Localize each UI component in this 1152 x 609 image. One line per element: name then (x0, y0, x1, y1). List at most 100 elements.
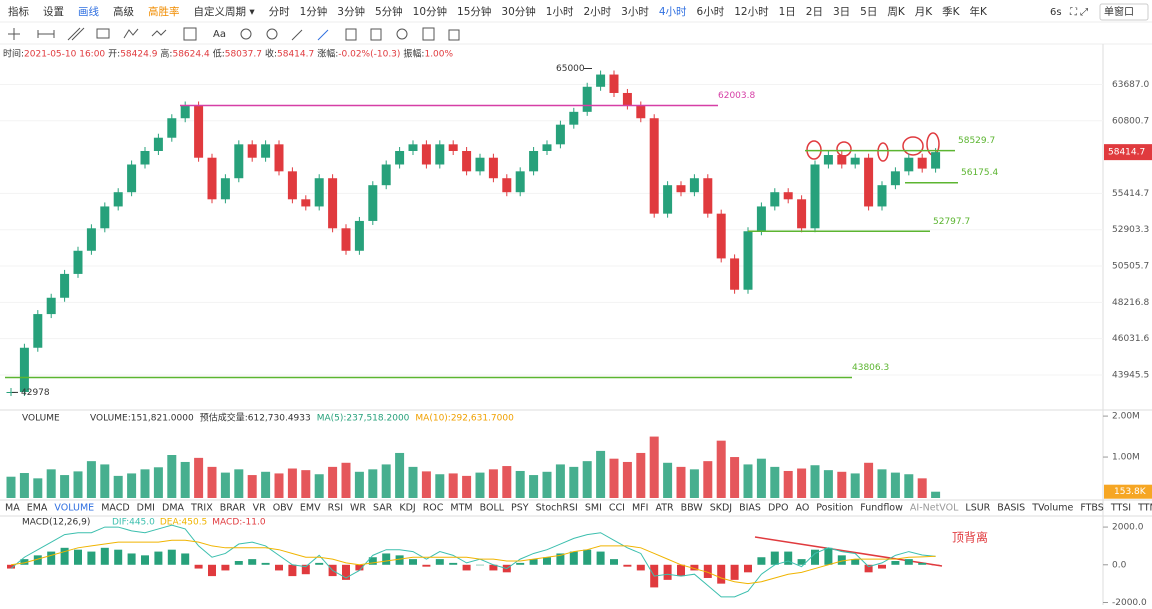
toolbar-item[interactable]: 3分钟 (337, 5, 365, 18)
indicator-tab[interactable]: VOLUME (54, 503, 94, 514)
note-tool[interactable] (422, 27, 435, 41)
toolbar-item[interactable]: 月K (915, 6, 933, 18)
indicator-tab[interactable]: ATR (655, 503, 674, 514)
indicator-tab[interactable]: DMA (162, 503, 185, 514)
magnet-tool[interactable] (240, 28, 252, 40)
indicator-tab[interactable]: BOLL (480, 503, 505, 514)
indicator-tab[interactable]: AI-NetVOL (910, 503, 959, 514)
lock-tool[interactable] (345, 28, 357, 41)
indicator-tab[interactable]: LSUR (965, 503, 990, 514)
y-tick-label: 60800.7 (1112, 116, 1149, 126)
hline-tool[interactable] (37, 30, 55, 38)
indicator-tab[interactable]: BBW (681, 503, 704, 514)
indicator-tab[interactable]: BRAR (220, 503, 246, 514)
crosshair-tool[interactable] (8, 28, 20, 40)
divergence-label: 顶背离 (952, 530, 988, 545)
toolbar-item[interactable]: 30分钟 (501, 5, 535, 18)
indicator-tab[interactable]: RSI (328, 503, 343, 514)
candle-body (716, 213, 726, 259)
indicator-tab[interactable]: MACD (101, 503, 129, 514)
indicator-tab[interactable]: AO (795, 503, 809, 514)
toolbar-item[interactable]: 12小时 (734, 6, 769, 18)
toolbar-item[interactable]: 15分钟 (457, 5, 491, 18)
toolbar-item[interactable]: 10分钟 (413, 5, 447, 18)
toolbar-item[interactable]: 2日 (806, 6, 823, 18)
measure-tool[interactable] (183, 27, 197, 41)
volume-bar (931, 491, 941, 498)
indicator-tab[interactable]: PSY (511, 503, 529, 514)
eraser-tool[interactable] (266, 28, 278, 40)
indicator-tab[interactable]: MA (5, 503, 20, 514)
trash-tool[interactable] (448, 29, 460, 41)
volume-bar (421, 471, 431, 498)
toolbar-item[interactable]: 年K (970, 5, 988, 18)
toolbar-item[interactable]: 5日 (860, 6, 877, 18)
toolbar-item[interactable]: 1分钟 (300, 5, 328, 18)
toolbar-item[interactable]: 设置 (43, 6, 64, 18)
indicator-tab[interactable]: MTM (450, 503, 472, 514)
indicator-tab[interactable]: BASIS (997, 503, 1025, 514)
volume-bar (194, 457, 204, 498)
toolbar-item[interactable]: 分时 (269, 6, 290, 18)
channel-tool[interactable] (67, 27, 85, 41)
indicator-tab[interactable]: Position (816, 503, 853, 514)
toolbar-item[interactable]: 1日 (779, 6, 796, 18)
volume-bar (676, 466, 686, 498)
toolbar-item[interactable]: 6小时 (697, 6, 725, 18)
refresh-rate[interactable]: 6s (1050, 7, 1062, 18)
font-tool[interactable]: Aa (213, 29, 226, 40)
lock2-tool[interactable] (370, 28, 382, 41)
toolbar-item[interactable]: 1小时 (546, 6, 574, 18)
indicator-tab[interactable]: TTMU (1137, 503, 1152, 514)
toolbar-item[interactable]: 画线 (78, 5, 99, 18)
window-button-label[interactable]: 单窗口 (1104, 5, 1134, 18)
indicator-tab[interactable]: CCI (609, 503, 625, 514)
link-tool[interactable] (317, 29, 329, 41)
indicator-tab[interactable]: EMA (27, 503, 48, 514)
toolbar-item[interactable]: 自定义周期 ▾ (194, 5, 256, 18)
indicator-tab[interactable]: VR (253, 503, 266, 514)
window-button[interactable] (1099, 3, 1149, 21)
pattern-tool[interactable] (151, 29, 167, 37)
candle-body (368, 185, 378, 221)
indicator-tab[interactable]: Fundflow (860, 503, 903, 514)
pen-tool[interactable] (291, 29, 303, 41)
fullscreen-icons[interactable]: ⛶ ⤢ (1069, 7, 1088, 18)
toolbar-item[interactable]: 5分钟 (375, 5, 403, 18)
toolbar-item[interactable]: 3日 (833, 6, 850, 18)
indicator-tab[interactable]: WR (350, 503, 366, 514)
indicator-tab[interactable]: TRIX (190, 503, 213, 514)
candle-body (421, 144, 431, 165)
toolbar-item[interactable]: 高级 (113, 5, 134, 18)
indicator-tab[interactable]: StochRSI (536, 503, 578, 514)
indicator-tab[interactable]: SAR (373, 503, 393, 514)
indicator-tab[interactable]: FTBS (1080, 503, 1103, 514)
eye-tool[interactable] (396, 28, 408, 40)
indicator-tab[interactable]: SMI (585, 503, 602, 514)
indicator-tab[interactable]: SKDJ (710, 503, 732, 514)
indicator-tab[interactable]: KDJ (399, 503, 415, 514)
toolbar-item[interactable]: 高胜率 (148, 5, 180, 18)
toolbar-item[interactable]: 4小时 (659, 6, 687, 18)
indicator-tab[interactable]: BIAS (739, 503, 761, 514)
toolbar-item[interactable]: 指标 (8, 5, 29, 18)
toolbar-item[interactable]: 周K (887, 6, 905, 18)
macd-bar (891, 561, 900, 565)
wave-tool[interactable] (123, 28, 139, 39)
volume-bar (636, 452, 646, 498)
indicator-tab[interactable]: ROC (423, 503, 444, 514)
rect-tool[interactable] (96, 28, 110, 39)
toolbar-item[interactable]: 2小时 (583, 6, 611, 18)
candle-body (395, 150, 405, 165)
toolbar-item[interactable]: 3小时 (621, 6, 649, 18)
indicator-tab[interactable]: OBV (273, 503, 294, 514)
indicator-tab[interactable]: TVolume (1031, 503, 1073, 514)
indicator-tab[interactable]: EMV (300, 503, 321, 514)
indicator-tab[interactable]: TTSI (1110, 503, 1131, 514)
indicator-tab[interactable]: DMI (137, 503, 155, 514)
indicator-tab[interactable]: DPO (768, 503, 789, 514)
candle-body (33, 314, 43, 348)
indicator-tab[interactable]: MFI (632, 503, 648, 514)
y-tick-label: 52903.3 (1112, 225, 1149, 235)
toolbar-item[interactable]: 季K (942, 6, 960, 18)
